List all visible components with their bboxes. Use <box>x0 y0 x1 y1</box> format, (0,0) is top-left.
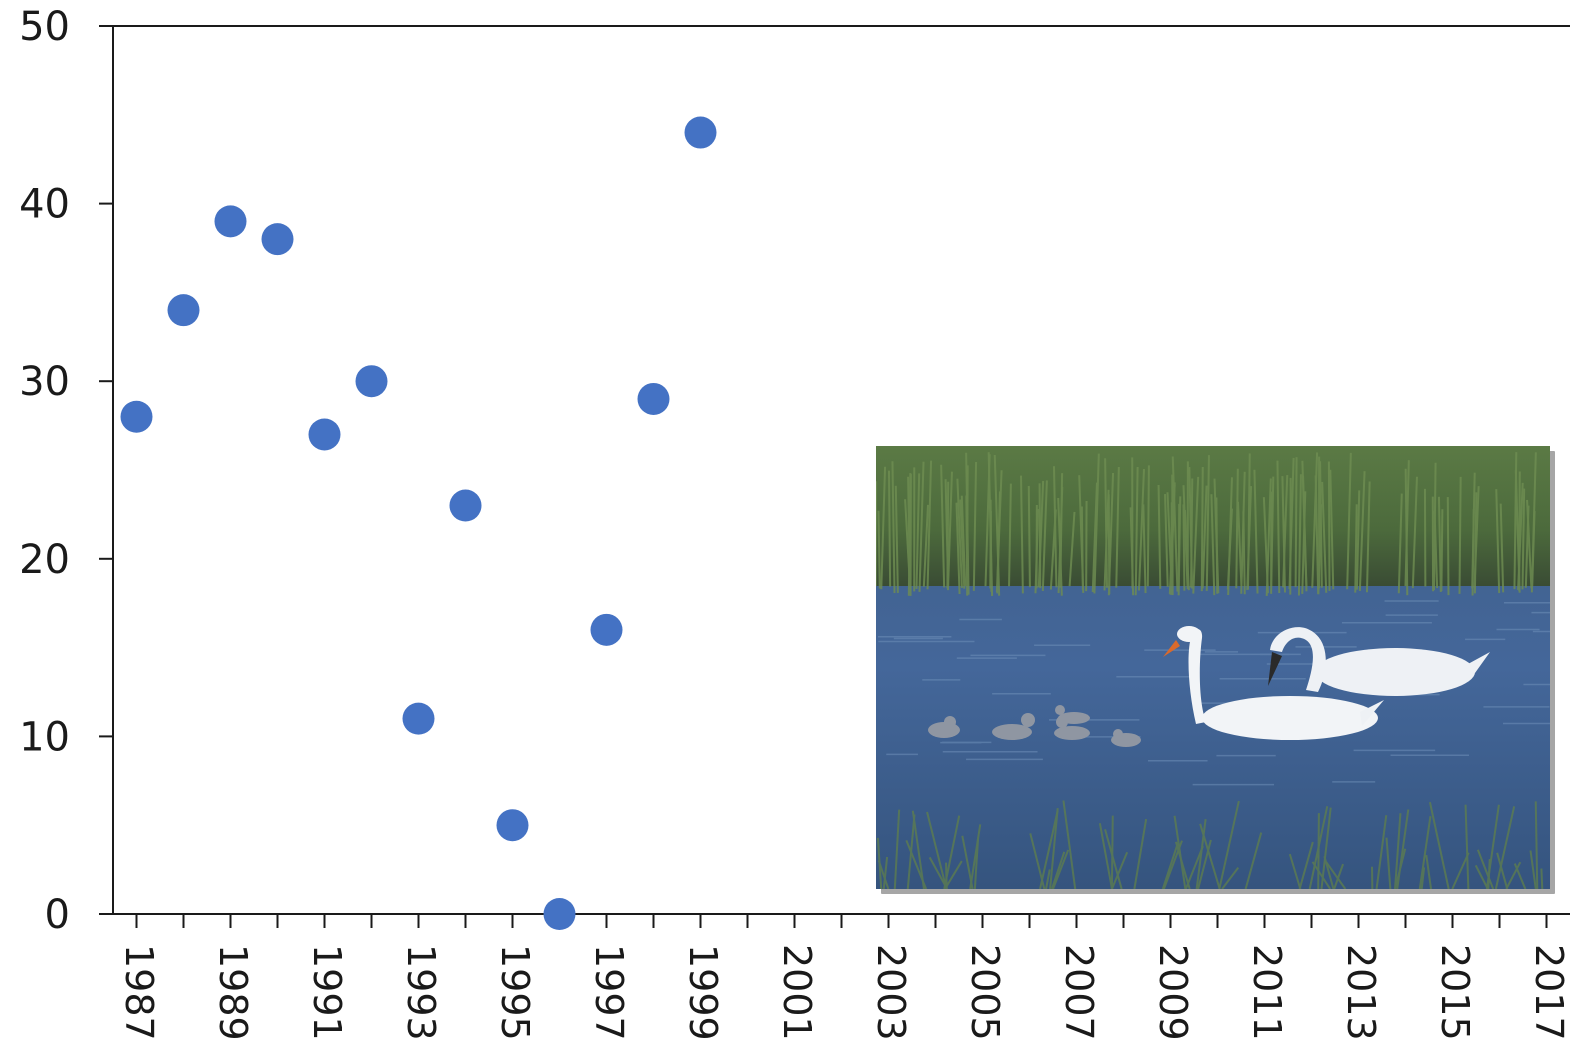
x-tick-label: 1989 <box>211 944 255 1040</box>
x-tick-label: 1993 <box>399 944 443 1040</box>
x-tick-label: 1991 <box>305 944 349 1040</box>
data-point <box>684 116 717 149</box>
swan-shape <box>1268 627 1490 696</box>
x-tick-label: 2011 <box>1245 944 1289 1040</box>
x-tick-label: 2015 <box>1433 944 1477 1040</box>
data-point <box>261 223 294 256</box>
y-tick-label: 0 <box>45 892 70 938</box>
data-point <box>214 205 247 238</box>
data-point <box>402 702 435 735</box>
x-tick-label: 2007 <box>1057 944 1101 1040</box>
x-tick-label: 2013 <box>1339 944 1383 1040</box>
x-tick-label: 2003 <box>869 944 913 1040</box>
x-tick-label: 1987 <box>117 944 161 1040</box>
y-tick-label: 30 <box>19 359 70 405</box>
swan-shape <box>1163 626 1384 740</box>
data-point <box>167 294 200 327</box>
y-ticks: 0 10 20 30 40 50 <box>19 4 113 938</box>
data-points <box>120 116 717 930</box>
data-point <box>637 382 670 415</box>
data-point <box>543 898 576 930</box>
y-tick-label: 50 <box>19 4 70 50</box>
data-point <box>590 613 623 646</box>
x-tick-label: 1995 <box>493 944 537 1040</box>
reeds-shape <box>876 452 1537 596</box>
data-point <box>308 418 341 451</box>
data-point <box>120 400 153 433</box>
data-point <box>496 809 529 842</box>
y-tick-label: 40 <box>19 182 70 228</box>
swan-photo <box>876 446 1555 894</box>
foreground-grass-shape <box>876 800 1544 889</box>
x-tick-label: 2001 <box>775 944 819 1040</box>
x-tick-label: 2009 <box>1151 944 1195 1040</box>
x-tick-label: 1999 <box>681 944 725 1040</box>
x-ticks: 1987 1989 1991 1993 1995 1997 1999 2001 2003 2005… <box>117 914 1570 1040</box>
x-tick-label: 2017 <box>1527 944 1570 1040</box>
y-tick-label: 20 <box>19 537 70 583</box>
data-point <box>355 365 388 398</box>
x-tick-label: 1997 <box>587 944 631 1040</box>
cygnets-shape <box>928 705 1141 747</box>
x-tick-label: 2005 <box>963 944 1007 1040</box>
y-tick-label: 10 <box>19 714 70 760</box>
data-point <box>449 489 482 522</box>
